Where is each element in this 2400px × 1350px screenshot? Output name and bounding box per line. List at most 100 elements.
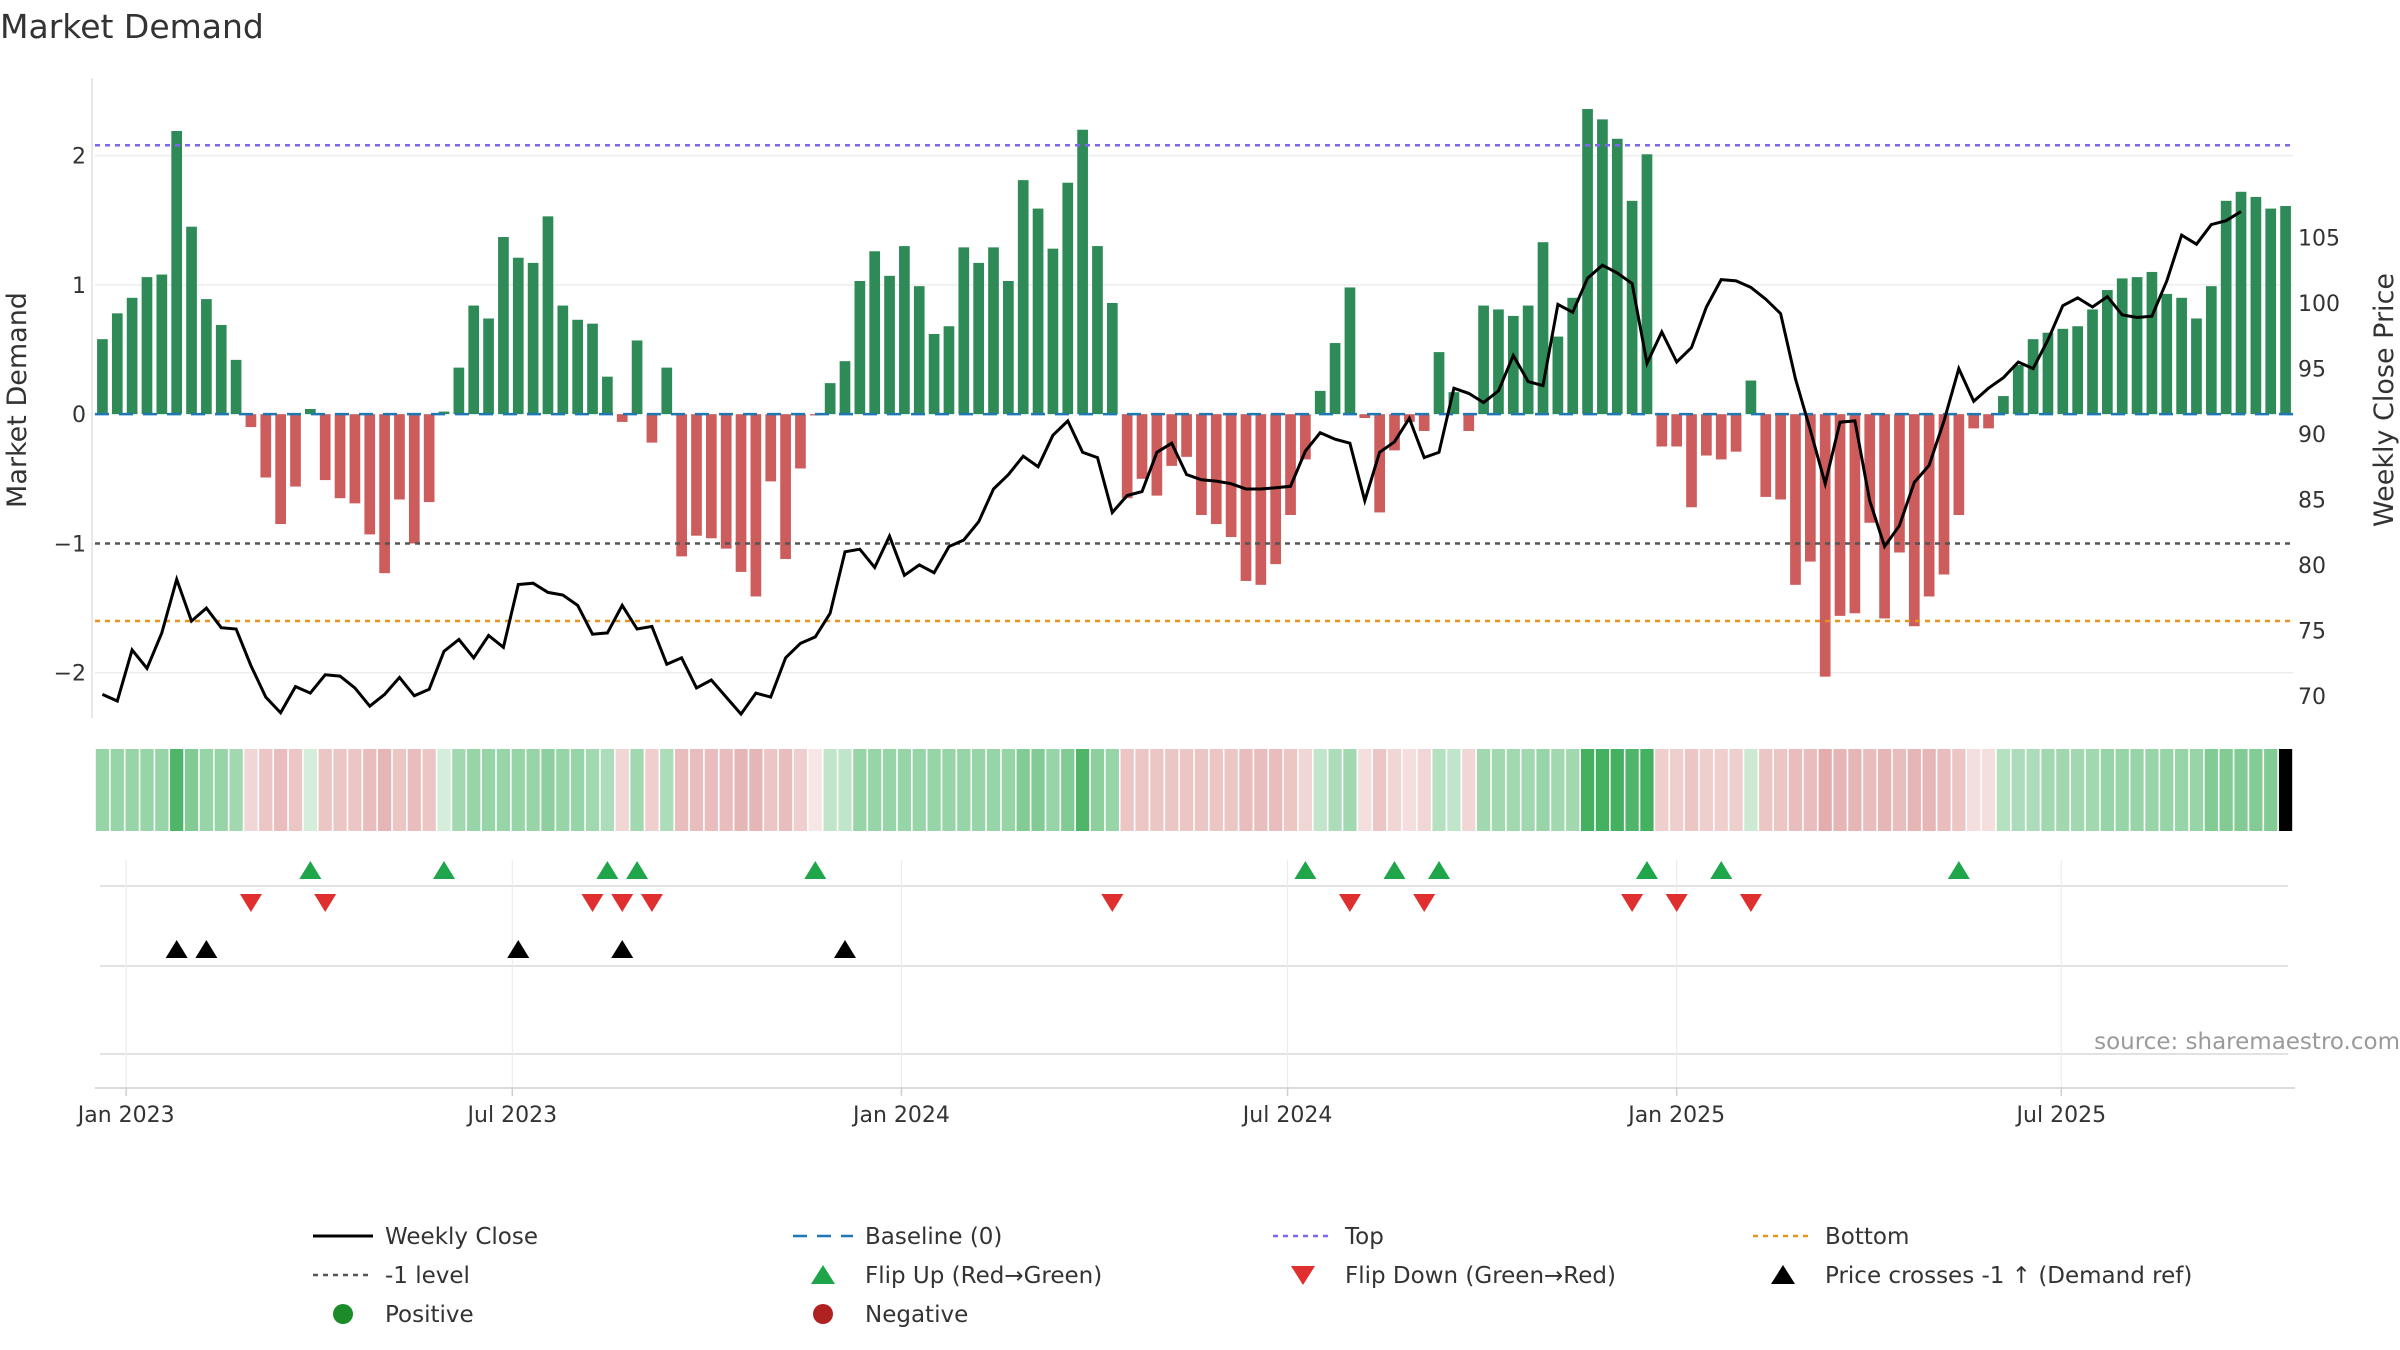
legend-swatch-negative — [813, 1304, 833, 1324]
heat-cell-positive — [585, 749, 600, 831]
heat-cell-positive — [1595, 749, 1610, 831]
heat-cell-negative — [615, 749, 629, 831]
positive-bar — [1537, 242, 1549, 415]
legend-item: Weekly Close — [313, 1224, 538, 1250]
heat-cell-negative — [1818, 749, 1832, 831]
legend-label: Price crosses -1 ↑ (Demand ref) — [1825, 1263, 2192, 1289]
heat-cell-positive — [1090, 749, 1105, 831]
legend-item: Top — [1273, 1224, 1384, 1250]
negative-bar — [1463, 414, 1475, 431]
flip-up-marker — [1294, 861, 1317, 879]
positive-bar — [1047, 248, 1059, 415]
y2-tick-label: 80 — [2298, 554, 2326, 579]
negative-bar — [616, 414, 628, 422]
flip-down-marker — [1665, 894, 1688, 912]
flip-up-marker — [1428, 861, 1451, 879]
heat-cell-positive — [2115, 749, 2129, 831]
heat-cell-positive — [1610, 749, 1624, 831]
positive-bar — [1062, 182, 1074, 415]
heat-cell-negative — [1759, 749, 1773, 831]
positive-bar — [171, 131, 183, 415]
positive-bar — [869, 251, 881, 415]
positive-bar — [973, 262, 985, 415]
legend-label: Positive — [385, 1302, 474, 1328]
negative-bar — [691, 414, 702, 536]
negative-bar — [423, 414, 435, 503]
positive-bar — [2235, 191, 2247, 415]
y-tick-label: 1 — [72, 274, 86, 299]
positive-bar — [988, 247, 999, 415]
heat-cell-negative — [1655, 749, 1669, 831]
flip-up-marker — [626, 861, 649, 879]
heat-cell-negative — [689, 749, 704, 831]
positive-bar — [928, 334, 940, 415]
negative-bar — [379, 414, 390, 574]
source-note: source: sharemaestro.com — [2094, 1029, 2400, 1055]
heat-cell-positive — [1046, 749, 1060, 831]
chart-title: Market Demand — [0, 7, 264, 46]
positive-bar — [1745, 380, 1757, 415]
positive-bar — [512, 257, 524, 415]
flip-up-marker — [804, 861, 827, 879]
heat-cell-positive — [2071, 749, 2085, 831]
price-cross-marker — [833, 940, 856, 958]
heat-cell-negative — [318, 749, 332, 831]
positive-bar — [602, 376, 613, 415]
positive-bar — [1626, 200, 1638, 415]
heat-cell-negative — [1402, 749, 1416, 831]
heat-cell-negative — [1462, 749, 1476, 831]
heat-cell-negative — [1863, 749, 1877, 831]
positive-bar — [2116, 278, 2128, 415]
heat-cell-positive — [1001, 749, 1015, 831]
negative-bar — [750, 414, 762, 597]
heat-cell-positive — [1313, 749, 1327, 831]
heat-cell-negative — [749, 749, 763, 831]
heat-cell-positive — [571, 749, 585, 831]
negative-bar — [260, 414, 272, 478]
legend-swatch-flip-down — [1291, 1266, 1315, 1285]
negative-bar — [245, 414, 257, 428]
negative-bar — [646, 414, 658, 443]
negative-bar — [1790, 414, 1801, 585]
positive-bar — [631, 340, 643, 415]
heat-cell-negative — [1952, 749, 1966, 831]
legend-swatch-positive — [333, 1304, 353, 1324]
positive-bar — [186, 226, 197, 415]
positive-bar — [2042, 332, 2054, 415]
flip-down-marker — [1101, 894, 1124, 912]
x-tick-label: Jan 2023 — [76, 1103, 175, 1128]
heat-cell-positive — [1506, 749, 1520, 831]
negative-bar — [1686, 414, 1697, 508]
positive-bar — [1522, 305, 1534, 415]
heat-cell-positive — [1476, 749, 1491, 831]
y-tick-label: 2 — [72, 145, 86, 170]
heat-cell-positive — [110, 749, 124, 831]
heat-cell-positive — [838, 749, 852, 831]
heat-cell-negative — [1269, 749, 1283, 831]
x-tick-label: Jan 2024 — [851, 1103, 950, 1128]
negative-bar — [1879, 414, 1890, 619]
heat-cell-positive — [2189, 749, 2204, 831]
positive-bar — [1478, 305, 1489, 415]
legend-swatch-flip-up — [811, 1265, 835, 1284]
positive-bar — [1344, 287, 1356, 415]
heat-cell-negative — [244, 749, 258, 831]
negative-bar — [1908, 414, 1920, 627]
positive-bar — [572, 319, 584, 415]
y2-tick-label: 85 — [2298, 488, 2326, 513]
heat-cell-negative — [348, 749, 362, 831]
positive-bar — [215, 324, 227, 415]
negative-bar — [1923, 414, 1935, 597]
heat-cell-positive — [556, 749, 570, 831]
flip-down-marker — [239, 894, 262, 912]
positive-bar — [542, 216, 554, 415]
heat-cell-positive — [2219, 749, 2233, 831]
negative-bar — [1849, 414, 1861, 614]
heat-cell-positive — [972, 749, 986, 831]
positive-bar — [958, 247, 970, 415]
negative-bar — [1210, 414, 1222, 525]
heat-cell-negative — [1179, 749, 1194, 831]
y2-tick-label: 105 — [2298, 227, 2340, 252]
legend-item: Baseline (0) — [793, 1224, 1002, 1250]
heat-cell-negative — [1209, 749, 1223, 831]
